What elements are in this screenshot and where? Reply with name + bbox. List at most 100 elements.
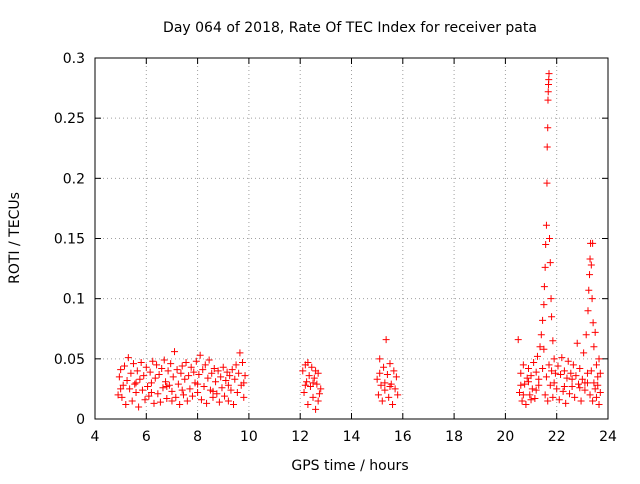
data-point	[390, 367, 398, 375]
data-point	[154, 390, 162, 398]
data-point	[532, 386, 540, 394]
data-point	[591, 328, 599, 336]
data-point	[535, 375, 543, 383]
data-point	[557, 370, 565, 378]
data-point	[559, 387, 567, 395]
data-point	[540, 345, 548, 353]
data-point	[522, 401, 530, 409]
data-point	[519, 361, 527, 369]
data-point	[120, 362, 128, 370]
x-tick-label: 10	[240, 429, 258, 445]
data-point	[219, 363, 227, 371]
data-point	[551, 369, 559, 377]
data-point	[235, 369, 243, 377]
data-point	[188, 392, 196, 400]
data-point	[190, 368, 198, 376]
data-point	[596, 369, 604, 377]
data-point	[305, 372, 313, 380]
data-point	[586, 391, 594, 399]
data-point	[524, 378, 532, 386]
data-point	[531, 395, 539, 403]
data-point	[385, 393, 393, 401]
data-point	[129, 360, 137, 368]
data-point	[541, 263, 549, 271]
x-tick-label: 12	[291, 429, 309, 445]
data-point	[124, 354, 132, 362]
data-point	[544, 124, 552, 132]
data-point	[185, 372, 193, 380]
data-point	[221, 392, 229, 400]
data-point	[213, 390, 221, 398]
data-point	[317, 385, 325, 393]
data-point	[560, 383, 568, 391]
data-point	[199, 366, 207, 374]
data-point	[523, 374, 531, 382]
data-point	[528, 385, 536, 393]
data-point	[179, 391, 187, 399]
data-point	[240, 379, 248, 387]
data-point	[544, 96, 552, 104]
x-tick-label: 24	[599, 429, 617, 445]
data-point	[181, 375, 189, 383]
data-point	[376, 369, 384, 377]
data-point	[196, 351, 204, 359]
data-point	[194, 380, 202, 388]
data-point	[127, 369, 135, 377]
data-point	[380, 363, 388, 371]
data-point	[306, 383, 314, 391]
data-point	[577, 397, 585, 405]
data-point	[147, 389, 155, 397]
data-point	[545, 76, 553, 84]
data-point	[590, 343, 598, 351]
data-point	[114, 391, 122, 399]
data-point	[392, 373, 400, 381]
data-point	[543, 143, 551, 151]
data-point	[527, 396, 535, 404]
data-point	[532, 368, 540, 376]
data-point	[524, 364, 532, 372]
data-point	[205, 356, 213, 364]
data-point	[546, 235, 554, 242]
data-point	[133, 367, 141, 375]
data-point	[301, 381, 309, 389]
data-point	[145, 392, 153, 400]
data-point	[232, 361, 240, 369]
data-point	[376, 355, 384, 363]
data-point	[313, 380, 321, 388]
data-point	[310, 374, 318, 382]
data-point	[377, 381, 385, 389]
data-point	[131, 380, 139, 388]
data-point	[595, 401, 603, 409]
data-point	[521, 380, 529, 388]
data-point	[315, 390, 323, 398]
data-point	[156, 398, 164, 406]
data-point	[526, 391, 534, 399]
data-point	[138, 386, 146, 394]
grid-lines	[95, 58, 608, 419]
data-point	[591, 385, 599, 393]
data-point	[518, 397, 526, 405]
data-point	[542, 221, 550, 229]
data-point	[222, 376, 230, 384]
data-point	[223, 368, 231, 376]
chart-title: Day 064 of 2018, Rate Of TEC Index for r…	[163, 20, 537, 36]
data-point	[140, 372, 148, 380]
data-point	[527, 372, 535, 380]
data-point	[592, 361, 600, 369]
data-point	[580, 349, 588, 357]
x-tick-label: 18	[445, 429, 463, 445]
x-axis-label: GPS time / hours	[291, 458, 408, 474]
data-point	[172, 393, 180, 401]
data-point	[162, 378, 170, 386]
data-point	[586, 271, 594, 279]
data-point	[517, 381, 525, 389]
data-point	[584, 307, 592, 315]
data-point	[168, 397, 176, 405]
data-point	[546, 381, 554, 389]
data-point	[314, 397, 322, 405]
data-point	[381, 379, 389, 387]
data-point	[186, 385, 194, 393]
data-point	[164, 367, 172, 375]
data-point	[135, 403, 143, 411]
data-point	[537, 331, 545, 339]
